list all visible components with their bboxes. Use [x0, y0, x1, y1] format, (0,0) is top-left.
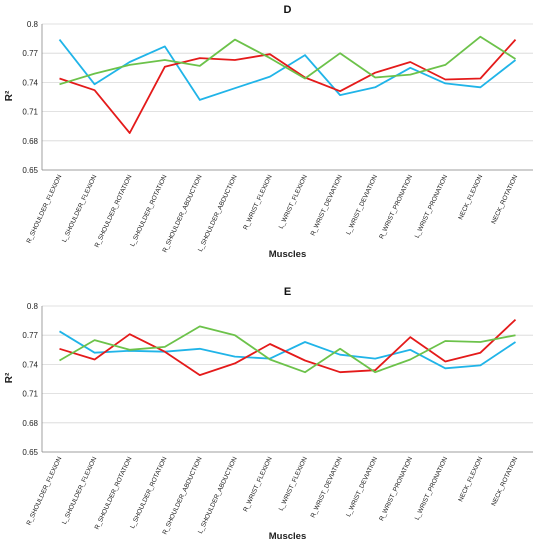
series-line-green [59, 325, 516, 374]
x-tick-label: NECK_ROTATION [490, 174, 519, 226]
series-line-green [59, 35, 516, 86]
x-tick-label: R_SHOULDER_ROTATION [94, 174, 134, 249]
x-tick-label: L_SHOULDER_ABDUCTION [197, 456, 239, 535]
x-tick-label: NECK_ROTATION [490, 456, 519, 508]
x-tick-label: L_SHOULDER_FLEXION [61, 456, 99, 526]
x-tick-label: R_SHOULDER_ABDUCTION [161, 456, 203, 536]
y-tick-label: 0.68 [22, 137, 38, 146]
x-tick-label: L_WRIST_PRONATION [414, 456, 450, 522]
x-tick-label: NECK_FLEXION [457, 456, 484, 503]
chart-title: E [284, 286, 291, 298]
x-tick-label: R_WRIST_DEVIATION [310, 456, 345, 519]
chart-title: D [284, 4, 292, 16]
y-axis-label: R² [4, 372, 15, 383]
y-tick-label: 0.65 [22, 448, 38, 457]
series-line-red [59, 318, 517, 377]
x-tick-label: L_WRIST_FLEXION [278, 456, 309, 512]
x-tick-label: L_WRIST_PRONATION [414, 174, 450, 240]
x-tick-label: R_WRIST_PRONATION [378, 174, 414, 241]
y-tick-label: 0.74 [22, 78, 38, 87]
x-tick-label: R_WRIST_FLEXION [242, 456, 274, 513]
x-axis-label: Muscles [269, 249, 307, 260]
x-tick-label: L_WRIST_FLEXION [278, 174, 309, 230]
x-tick-label: R_WRIST_PRONATION [378, 456, 414, 523]
y-axis-label: R² [4, 90, 15, 101]
series-line-blue [58, 39, 517, 101]
y-tick-label: 0.8 [27, 302, 39, 311]
x-tick-label: L_SHOULDER_ABDUCTION [197, 174, 239, 253]
x-tick-label: NECK_FLEXION [457, 174, 484, 221]
x-tick-label: R_SHOULDER_FLEXION [25, 456, 63, 527]
x-tick-label: L_WRIST_DEVIATION [345, 456, 379, 518]
x-axis-label: Muscles [269, 531, 307, 542]
x-tick-label: L_SHOULDER_ROTATION [129, 456, 169, 530]
y-tick-label: 0.77 [22, 331, 38, 340]
y-tick-label: 0.65 [22, 166, 38, 175]
x-tick-label: L_SHOULDER_FLEXION [61, 174, 99, 244]
series-line-blue [59, 330, 516, 370]
x-tick-label: R_SHOULDER_ABDUCTION [161, 174, 203, 254]
y-tick-label: 0.77 [22, 49, 38, 58]
series-line-red [59, 38, 517, 134]
y-tick-label: 0.8 [27, 20, 39, 29]
x-tick-label: L_WRIST_DEVIATION [345, 174, 379, 236]
y-tick-label: 0.68 [22, 419, 38, 428]
y-tick-label: 0.71 [22, 108, 38, 117]
x-tick-label: R_SHOULDER_ROTATION [94, 456, 134, 531]
x-tick-label: R_WRIST_DEVIATION [310, 174, 345, 237]
x-tick-label: L_SHOULDER_ROTATION [129, 174, 169, 248]
y-tick-label: 0.74 [22, 360, 38, 369]
y-tick-label: 0.71 [22, 390, 38, 399]
x-tick-label: R_WRIST_FLEXION [242, 174, 274, 231]
x-tick-label: R_SHOULDER_FLEXION [25, 174, 63, 245]
